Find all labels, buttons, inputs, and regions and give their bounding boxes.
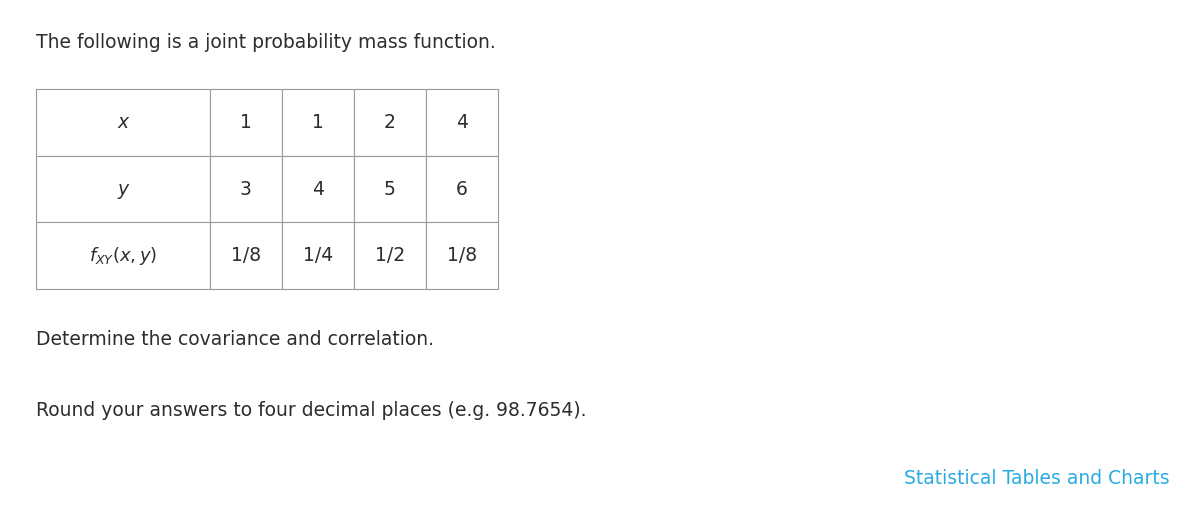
Text: Determine the covariance and correlation.: Determine the covariance and correlation… (36, 330, 434, 349)
Text: Round your answers to four decimal places (e.g. 98.7654).: Round your answers to four decimal place… (36, 401, 587, 420)
Text: 5: 5 (384, 179, 396, 199)
Text: x: x (118, 113, 128, 132)
Text: 1/8: 1/8 (446, 246, 478, 265)
Text: 2: 2 (384, 113, 396, 132)
Bar (354, 222, 426, 289)
Bar (354, 156, 426, 222)
Bar (426, 156, 498, 222)
Bar (210, 222, 282, 289)
Text: 1: 1 (312, 113, 324, 132)
Text: 1/2: 1/2 (374, 246, 406, 265)
Bar (282, 89, 354, 156)
Text: The following is a joint probability mass function.: The following is a joint probability mas… (36, 33, 496, 52)
Bar (36, 222, 210, 289)
Text: 1/4: 1/4 (302, 246, 334, 265)
Text: 3: 3 (240, 179, 252, 199)
Bar (282, 156, 354, 222)
Text: 4: 4 (456, 113, 468, 132)
Text: 4: 4 (312, 179, 324, 199)
Text: 1/8: 1/8 (230, 246, 262, 265)
Text: $f_{XY}(x, y)$: $f_{XY}(x, y)$ (89, 244, 157, 267)
Bar (282, 222, 354, 289)
Text: y: y (118, 179, 128, 199)
Text: 1: 1 (240, 113, 252, 132)
Text: Statistical Tables and Charts: Statistical Tables and Charts (905, 469, 1170, 488)
Bar (426, 222, 498, 289)
Bar (354, 89, 426, 156)
Bar (210, 89, 282, 156)
Bar (426, 89, 498, 156)
Bar (210, 156, 282, 222)
Text: 6: 6 (456, 179, 468, 199)
Bar (36, 156, 210, 222)
Bar (36, 89, 210, 156)
